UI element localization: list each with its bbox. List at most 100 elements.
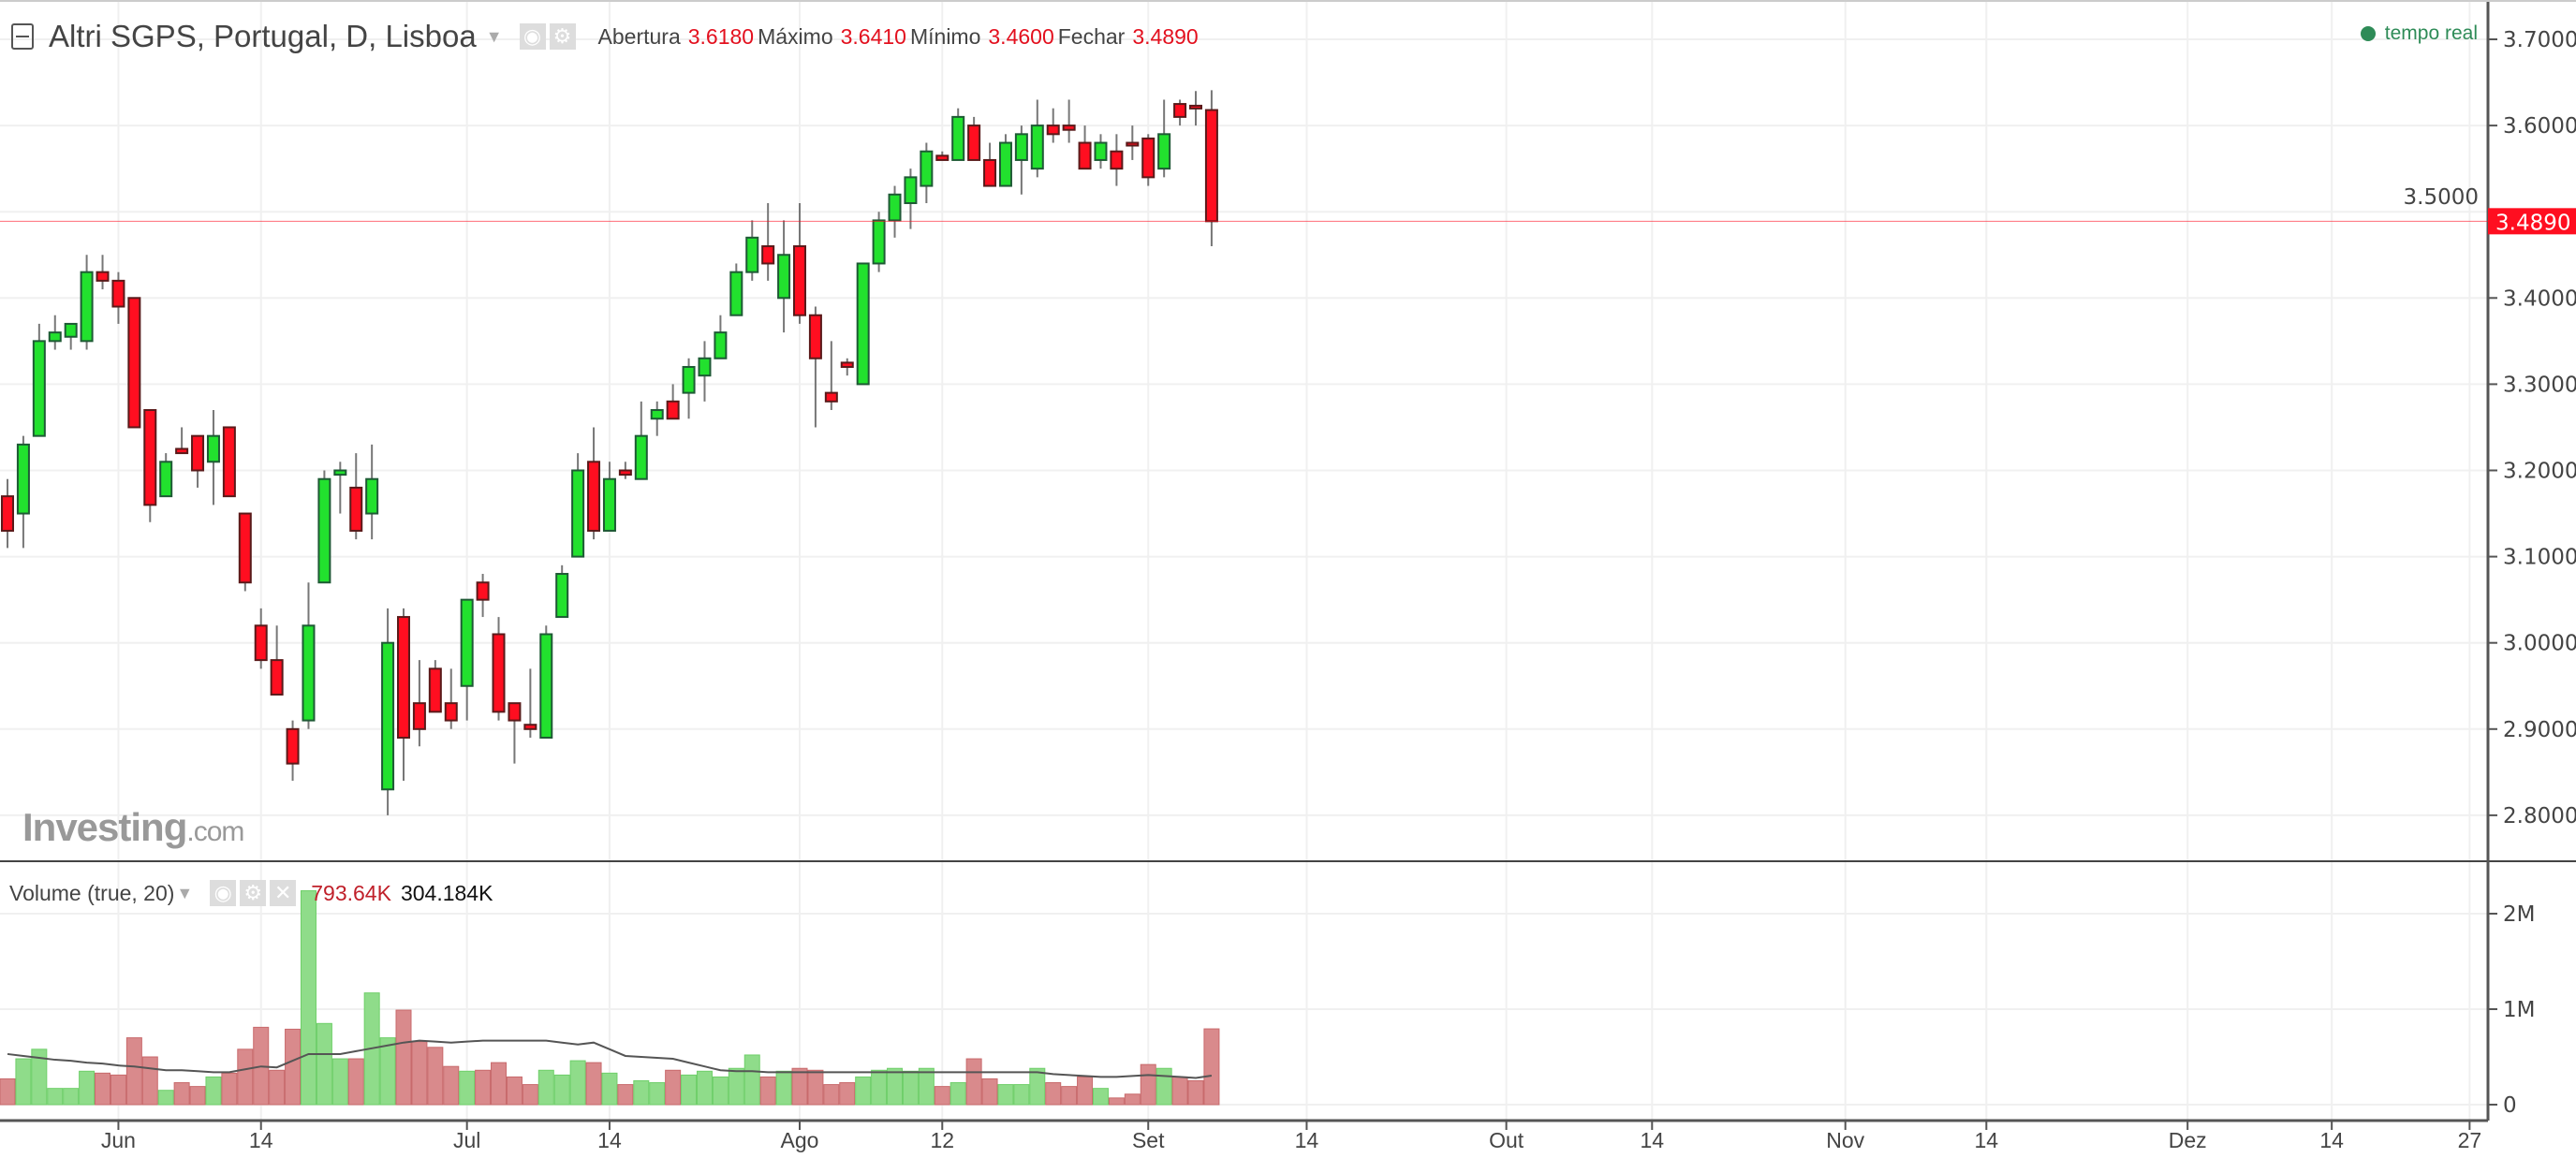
volume-bar xyxy=(110,1074,126,1106)
volume-bar xyxy=(649,1082,666,1106)
dropdown-caret-icon[interactable]: ▼ xyxy=(485,26,503,46)
eye-icon[interactable]: ◉ xyxy=(519,23,546,50)
candle-body xyxy=(476,581,490,601)
candle xyxy=(555,564,569,619)
candle-body xyxy=(935,154,949,161)
candle-body xyxy=(824,391,838,403)
volume-bar xyxy=(379,1037,396,1106)
candle xyxy=(127,297,141,429)
time-tick-label: 12 xyxy=(930,1128,954,1152)
candle-body xyxy=(983,158,997,187)
candle xyxy=(761,202,775,281)
candle xyxy=(1014,125,1028,195)
volume-bar xyxy=(759,1076,776,1106)
volume-title[interactable]: Volume (true, 20) xyxy=(9,880,175,905)
candle xyxy=(222,426,236,498)
price-tick-label: 3.7000 xyxy=(2503,28,2576,52)
candle xyxy=(381,608,395,815)
candle-body xyxy=(159,461,173,498)
time-tick-label: Out xyxy=(1489,1128,1524,1152)
candle-body xyxy=(254,624,268,662)
candle-body xyxy=(1094,141,1108,161)
candle xyxy=(270,625,284,696)
volume-bar xyxy=(696,1070,713,1106)
volume-bar xyxy=(823,1084,840,1106)
volume-bar xyxy=(141,1056,158,1106)
volume-bar xyxy=(300,890,316,1106)
price-tick-label: 3.1000 xyxy=(2503,546,2576,570)
volume-bar xyxy=(617,1084,634,1106)
volume-bar xyxy=(47,1088,64,1106)
candle xyxy=(1062,99,1076,143)
collapse-icon[interactable] xyxy=(11,23,34,50)
candle xyxy=(159,453,173,498)
volume-bar xyxy=(839,1082,856,1106)
status-dot-icon xyxy=(2360,26,2376,41)
candle xyxy=(920,142,934,203)
volume-bar xyxy=(1140,1063,1156,1106)
candle-body xyxy=(460,598,474,687)
realtime-label: tempo real xyxy=(2384,22,2478,44)
time-tick-label: Jul xyxy=(453,1128,480,1152)
time-tick-label: 14 xyxy=(597,1128,622,1152)
close-label: Fechar xyxy=(1057,23,1126,49)
volume-bar xyxy=(1045,1082,1062,1106)
volume-bar xyxy=(997,1084,1014,1106)
candle xyxy=(634,401,648,480)
time-tick-label: 14 xyxy=(1295,1128,1319,1152)
volume-tick-label: 0 xyxy=(2503,1093,2517,1118)
eye-icon[interactable]: ◉ xyxy=(210,880,237,906)
volume-bar xyxy=(902,1070,919,1106)
candle-body xyxy=(587,461,601,532)
candle-body xyxy=(206,434,220,463)
volume-bar xyxy=(981,1077,998,1106)
high-value: 3.6410 xyxy=(840,23,906,49)
candle-body xyxy=(650,409,664,420)
candle xyxy=(428,660,442,713)
volume-bar xyxy=(728,1067,744,1106)
volume-bar xyxy=(427,1047,444,1106)
candle-body xyxy=(745,236,759,273)
candle-body xyxy=(793,245,806,316)
candle-body xyxy=(1157,133,1171,170)
candle-body xyxy=(238,512,252,584)
candle xyxy=(317,470,331,584)
volume-bar xyxy=(775,1070,792,1106)
candle-body xyxy=(1062,125,1076,131)
candle xyxy=(793,202,806,324)
candle-body xyxy=(80,271,94,343)
investing-logo: Investing.com xyxy=(22,805,244,849)
time-tick-label: 14 xyxy=(1640,1128,1664,1152)
candle xyxy=(872,212,886,272)
volume-bar xyxy=(316,1022,332,1106)
candle xyxy=(476,574,490,618)
candle-body xyxy=(808,314,822,359)
gear-icon[interactable]: ⚙ xyxy=(549,23,576,50)
candle xyxy=(824,341,838,411)
time-tick-label: Nov xyxy=(1826,1128,1864,1152)
candle xyxy=(777,220,791,333)
candle xyxy=(1189,91,1202,126)
dropdown-caret-icon[interactable]: ▼ xyxy=(176,883,194,902)
volume-bar xyxy=(1187,1080,1204,1106)
candle xyxy=(143,409,157,522)
candle-body xyxy=(317,477,331,584)
volume-bar xyxy=(1061,1086,1078,1106)
candle xyxy=(333,462,347,514)
time-tick-label: 14 xyxy=(1975,1128,1999,1152)
volume-bar xyxy=(411,1041,428,1106)
volume-bar xyxy=(1092,1088,1109,1106)
volume-bar xyxy=(1077,1076,1094,1106)
close-icon[interactable]: ✕ xyxy=(270,880,297,906)
price-tick-label: 3.2000 xyxy=(2503,460,2576,484)
candle-body xyxy=(951,115,965,161)
candle-body xyxy=(1078,141,1092,170)
time-tick-label: Dez xyxy=(2169,1128,2207,1152)
volume-bar xyxy=(506,1076,523,1106)
volume-bar xyxy=(585,1062,602,1106)
gear-icon[interactable]: ⚙ xyxy=(240,880,267,906)
volume-bar xyxy=(569,1060,586,1106)
instrument-title[interactable]: Altri SGPS, Portugal, D, Lisboa xyxy=(49,19,477,53)
